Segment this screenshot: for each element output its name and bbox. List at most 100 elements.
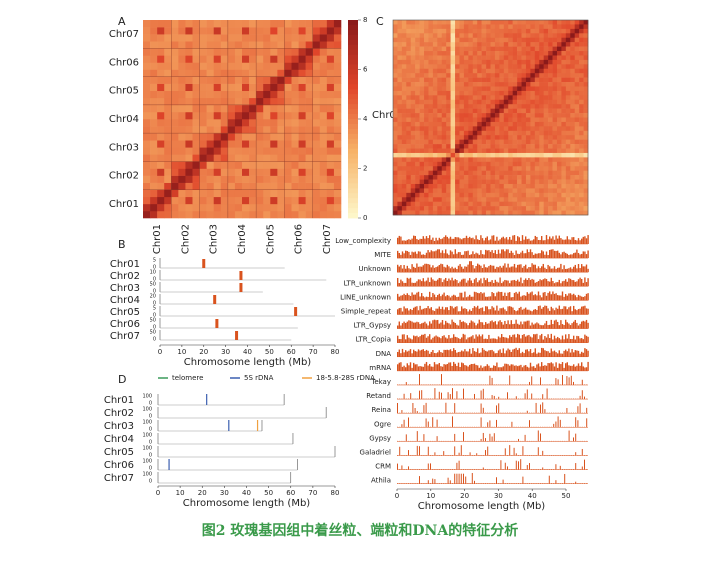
track-bar: [414, 440, 416, 442]
track-bar: [540, 377, 541, 385]
heatmap-cell: [570, 90, 576, 96]
heatmap-cell: [459, 139, 465, 145]
heatmap-cell: [249, 168, 257, 176]
heatmap-cell: [508, 175, 513, 180]
track-bar: [476, 412, 478, 414]
heatmap-cell: [499, 28, 505, 34]
heatmap-cell: [570, 37, 576, 43]
heatmap-cell: [284, 203, 292, 212]
heatmap-cell: [305, 189, 314, 198]
track-bar: [573, 253, 575, 259]
track-bar: [546, 469, 548, 470]
track-bar: [409, 295, 412, 301]
heatmap-cell: [171, 196, 179, 205]
heatmap-cell: [561, 108, 567, 114]
track-bar: [459, 264, 461, 273]
heatmap-cell: [424, 82, 429, 87]
heatmap-cell: [565, 144, 571, 149]
heatmap-cell: [242, 20, 250, 28]
heatmap-cell: [192, 175, 200, 183]
track-bar: [545, 278, 548, 287]
heatmap-cell: [556, 166, 562, 171]
track-bar: [430, 323, 432, 329]
track-bar: [559, 384, 561, 385]
y-tick-label: 0: [153, 313, 156, 319]
heatmap-cell: [548, 135, 553, 140]
heatmap-cell: [185, 69, 193, 77]
track-bar: [585, 349, 588, 357]
track-bar: [489, 321, 492, 329]
track-bar: [408, 251, 410, 259]
heatmap-cell: [406, 197, 412, 203]
heatmap-cell: [570, 197, 576, 203]
heatmap-cell: [530, 28, 536, 34]
heatmap-cell: [410, 206, 416, 211]
track-bar: [469, 254, 471, 259]
track-bar: [425, 236, 428, 244]
track-bar: [416, 292, 418, 301]
track-bar: [485, 267, 487, 273]
track-bar: [525, 321, 527, 329]
heatmap-cell: [525, 28, 531, 34]
track-bar: [533, 455, 535, 456]
x-tick-label: 40: [242, 489, 251, 497]
heatmap-cell: [284, 62, 292, 70]
heatmap-cell: [455, 166, 460, 171]
track-bar: [582, 339, 584, 343]
track-bar: [441, 264, 444, 273]
track-bar: [558, 267, 560, 273]
heatmap-cell: [432, 99, 438, 105]
heatmap-cell: [574, 24, 580, 30]
heatmap-cell: [192, 168, 200, 176]
heatmap-cell: [574, 157, 580, 163]
track-bar: [478, 455, 480, 456]
heatmap-cell: [512, 188, 518, 194]
track-bar: [453, 361, 455, 371]
track-bar: [458, 412, 460, 414]
heatmap-cell: [490, 108, 496, 114]
heatmap-cell: [441, 135, 447, 140]
heatmap-cell: [486, 104, 491, 109]
track-bar: [537, 323, 540, 329]
track-bar: [433, 319, 436, 329]
heatmap-cell: [406, 99, 412, 105]
heatmap-cell: [437, 148, 443, 154]
track-bar: [531, 440, 533, 442]
heatmap-cell: [291, 104, 299, 113]
track-bar: [397, 335, 399, 343]
heatmap-cell: [415, 90, 420, 96]
track-bar: [493, 426, 495, 428]
heatmap-cell: [556, 82, 562, 87]
heatmap-cell: [150, 97, 158, 106]
heatmap-cell: [503, 68, 509, 74]
heatmap-cell: [415, 95, 420, 101]
heatmap-cell: [499, 68, 505, 74]
track-bar: [549, 310, 551, 315]
track-bar: [480, 438, 482, 442]
heatmap-cell: [437, 108, 443, 114]
heatmap-cell: [534, 82, 540, 87]
heatmap-cell: [525, 121, 531, 127]
heatmap-cell: [490, 37, 496, 43]
track-bar: [574, 350, 576, 357]
track-bar: [456, 455, 458, 456]
track-bar: [574, 239, 576, 244]
heatmap-cell: [242, 210, 250, 219]
heatmap-cell: [185, 168, 193, 176]
heatmap-cell: [220, 69, 229, 77]
track-bar: [528, 252, 530, 259]
heatmap-cell: [477, 121, 482, 127]
track-bar: [548, 412, 550, 414]
heatmap-cell: [521, 117, 527, 123]
heatmap-cell: [312, 34, 321, 42]
heatmap-cell: [503, 144, 509, 149]
track-bar: [533, 324, 535, 329]
track-bar: [409, 239, 412, 244]
track-bar: [544, 455, 546, 456]
heatmap-cell: [548, 37, 553, 43]
heatmap-cell: [459, 201, 465, 207]
heatmap-cell: [583, 73, 589, 78]
heatmap-cell: [463, 197, 469, 203]
heatmap-cell: [164, 69, 172, 77]
heatmap-cell: [401, 197, 407, 203]
